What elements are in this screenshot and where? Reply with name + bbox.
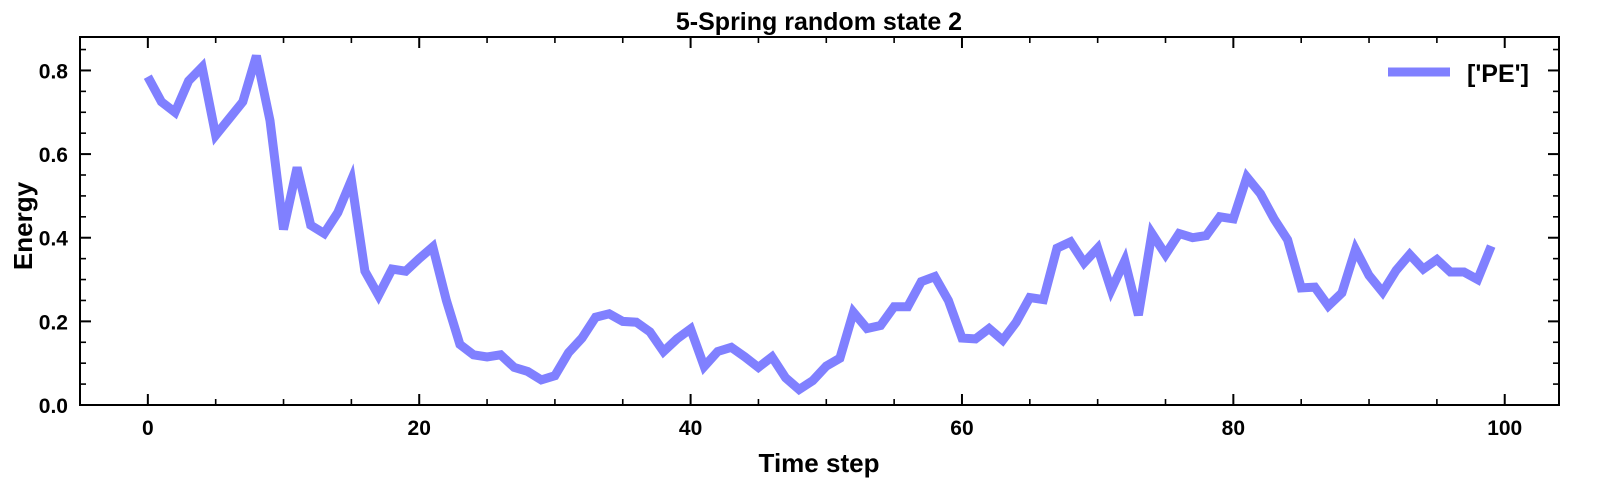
series-line-pe — [143, 54, 1496, 396]
x-tick-label: 80 — [1222, 417, 1245, 440]
y-tick-label: 0.4 — [39, 228, 69, 251]
x-axis-label: Time step — [759, 448, 880, 478]
y-tick-label: 0.8 — [39, 60, 69, 83]
x-tick-label: 100 — [1487, 417, 1522, 440]
series-layer — [143, 54, 1496, 396]
x-tick-label: 60 — [950, 417, 973, 440]
legend-label: ['PE'] — [1467, 60, 1529, 88]
y-tick-label: 0.6 — [39, 144, 68, 167]
y-tick-label: 0.2 — [39, 311, 68, 334]
x-tick-label: 0 — [142, 417, 154, 440]
chart-title: 5-Spring random state 2 — [676, 8, 962, 36]
legend: ['PE'] — [1388, 60, 1529, 88]
x-tick-label: 20 — [408, 417, 431, 440]
y-axis-label: Energy — [8, 181, 38, 270]
y-tick-label: 0.0 — [39, 395, 68, 418]
x-tick-label: 40 — [679, 417, 702, 440]
plot-frame — [79, 36, 1560, 406]
